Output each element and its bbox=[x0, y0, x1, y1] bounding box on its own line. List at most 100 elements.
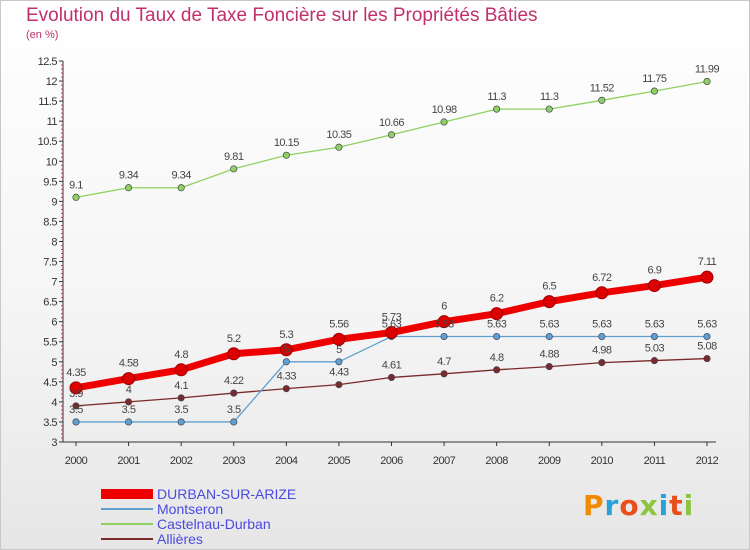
series-alli-res-data-label: 4.43 bbox=[329, 367, 349, 379]
series-castelnau-durban-data-label: 10.35 bbox=[326, 129, 351, 141]
y-tick-label: 10.5 bbox=[38, 136, 58, 148]
y-tick-label: 5.5 bbox=[43, 337, 57, 349]
series-alli-res-data-label: 4.61 bbox=[382, 359, 402, 371]
x-tick-label: 2006 bbox=[380, 455, 403, 467]
series-durban-sur-arize-point bbox=[647, 279, 661, 293]
series-durban-sur-arize-data-label: 6 bbox=[441, 301, 447, 313]
y-tick-label: 4.5 bbox=[43, 377, 57, 389]
series-castelnau-durban-point bbox=[493, 105, 501, 113]
series-alli-res-data-label: 4.8 bbox=[490, 352, 504, 364]
x-tick-label: 2011 bbox=[644, 455, 666, 467]
series-durban-sur-arize-data-label: 6.2 bbox=[490, 293, 504, 305]
logo-letter: t bbox=[669, 489, 684, 522]
series-castelnau-durban-point bbox=[125, 184, 133, 192]
series-montseron-point bbox=[230, 418, 238, 426]
y-tick-label: 11 bbox=[47, 116, 58, 128]
series-alli-res-point bbox=[493, 366, 501, 374]
series-durban-sur-arize-data-label: 5.2 bbox=[227, 333, 241, 345]
series-castelnau-durban-data-label: 10.98 bbox=[432, 104, 457, 116]
logo-letter: i bbox=[658, 489, 670, 522]
legend-item: Allières bbox=[101, 532, 203, 546]
series-durban-sur-arize-data-label: 6.9 bbox=[648, 265, 662, 277]
legend-swatch bbox=[101, 508, 153, 510]
series-alli-res-point bbox=[545, 363, 553, 371]
legend-swatch bbox=[101, 538, 153, 540]
series-alli-res-data-label: 3.9 bbox=[69, 388, 83, 400]
series-castelnau-durban-data-label: 11.52 bbox=[590, 82, 615, 94]
series-montseron-data-label: 3.5 bbox=[69, 404, 83, 416]
series-castelnau-durban-data-label: 9.1 bbox=[69, 179, 83, 191]
series-alli-res-data-label: 4.22 bbox=[224, 375, 244, 387]
series-durban-sur-arize-point bbox=[385, 326, 398, 340]
series-castelnau-durban-point bbox=[177, 184, 185, 192]
y-tick-label: 3 bbox=[51, 437, 57, 449]
legend-item: Montseron bbox=[101, 502, 223, 516]
y-tick-label: 8.5 bbox=[43, 216, 57, 228]
axes: 33.544.555.566.577.588.599.51010.51111.5… bbox=[38, 56, 720, 467]
series-alli-res-point bbox=[72, 402, 80, 410]
x-tick-label: 2000 bbox=[65, 455, 88, 467]
series-durban-sur-arize-point bbox=[542, 295, 556, 309]
x-tick-label: 2003 bbox=[223, 455, 246, 467]
series-alli-res-data-label: 4.88 bbox=[540, 349, 560, 361]
y-tick-label: 7.5 bbox=[43, 257, 57, 269]
series-alli-res-data-label: 4.1 bbox=[174, 380, 188, 392]
series-montseron-point bbox=[72, 418, 80, 426]
series-montseron-point bbox=[440, 332, 448, 341]
series-alli-res-data-label: 4.33 bbox=[277, 371, 297, 383]
series-durban-sur-arize-data-label: 4.58 bbox=[119, 358, 139, 370]
series-castelnau-durban-point bbox=[545, 105, 553, 113]
series-castelnau-durban-point bbox=[335, 143, 343, 151]
y-tick-label: 6 bbox=[51, 317, 57, 329]
series-alli-res-point bbox=[125, 398, 133, 406]
series-alli-res-point bbox=[282, 385, 290, 393]
series-montseron-data-label: 5 bbox=[336, 344, 342, 356]
legend-label: Allières bbox=[157, 531, 203, 547]
logo-letter: o bbox=[619, 489, 640, 522]
series-alli-res-data-label: 5.08 bbox=[697, 341, 717, 353]
series-alli-res-point bbox=[387, 373, 396, 381]
series-durban-sur-arize-data-label: 6.72 bbox=[592, 272, 612, 284]
logo-letter: r bbox=[604, 489, 620, 522]
series-montseron-data-label: 5.63 bbox=[645, 319, 665, 331]
legend-label: Montseron bbox=[157, 501, 224, 517]
series-montseron-point bbox=[282, 358, 290, 366]
series-montseron-point bbox=[177, 418, 185, 426]
series-montseron-point bbox=[703, 332, 711, 341]
x-tick-label: 2010 bbox=[591, 455, 614, 467]
series-castelnau-durban-point bbox=[387, 131, 396, 139]
series-castelnau-durban-point bbox=[282, 151, 290, 159]
series-montseron-data-label: 5.63 bbox=[540, 319, 560, 331]
y-tick-label: 9 bbox=[51, 196, 57, 208]
series-durban-sur-arize-data-label: 7.11 bbox=[698, 256, 717, 268]
y-tick-label: 12.5 bbox=[38, 56, 58, 68]
series-durban-sur-arize-data-label: 5.56 bbox=[329, 318, 349, 330]
series-castelnau-durban-data-label: 9.81 bbox=[224, 151, 244, 163]
y-tick-label: 10 bbox=[46, 156, 58, 168]
y-tick-label: 9.5 bbox=[43, 176, 57, 188]
series-castelnau-durban-data-label: 10.15 bbox=[274, 137, 299, 149]
series-durban-sur-arize-point bbox=[700, 270, 714, 284]
series-montseron-data-label: 5.63 bbox=[592, 319, 612, 331]
series-durban-sur-arize-data-label: 5.73 bbox=[382, 312, 402, 324]
series-montseron-data-label: 5 bbox=[284, 344, 290, 356]
y-tick-label: 12 bbox=[46, 76, 58, 88]
series-castelnau-durban-point bbox=[703, 77, 711, 86]
series-durban-sur-arize-point bbox=[595, 286, 609, 300]
x-tick-label: 2004 bbox=[275, 455, 298, 467]
series-montseron-data-label: 3.5 bbox=[227, 404, 241, 416]
series-durban-sur-arize-point bbox=[69, 381, 83, 395]
series-castelnau-durban-point bbox=[598, 96, 606, 104]
series-durban-sur-arize-point bbox=[490, 307, 504, 321]
y-tick-label: 4 bbox=[51, 397, 57, 409]
series-alli-res-data-label: 4.98 bbox=[592, 345, 612, 357]
series-castelnau-durban-data-label: 11.3 bbox=[540, 91, 559, 103]
logo-letter: x bbox=[639, 489, 659, 522]
series-alli-res-point bbox=[230, 389, 238, 397]
series-castelnau-durban-data-label: 11.75 bbox=[642, 73, 667, 85]
series-castelnau-durban-data-label: 9.34 bbox=[171, 170, 191, 182]
series-alli-res-point bbox=[650, 357, 658, 365]
series-montseron-data-label: 3.5 bbox=[174, 404, 188, 416]
series-durban-sur-arize-point bbox=[174, 363, 188, 377]
series-alli-res-data-label: 4.7 bbox=[437, 356, 451, 368]
